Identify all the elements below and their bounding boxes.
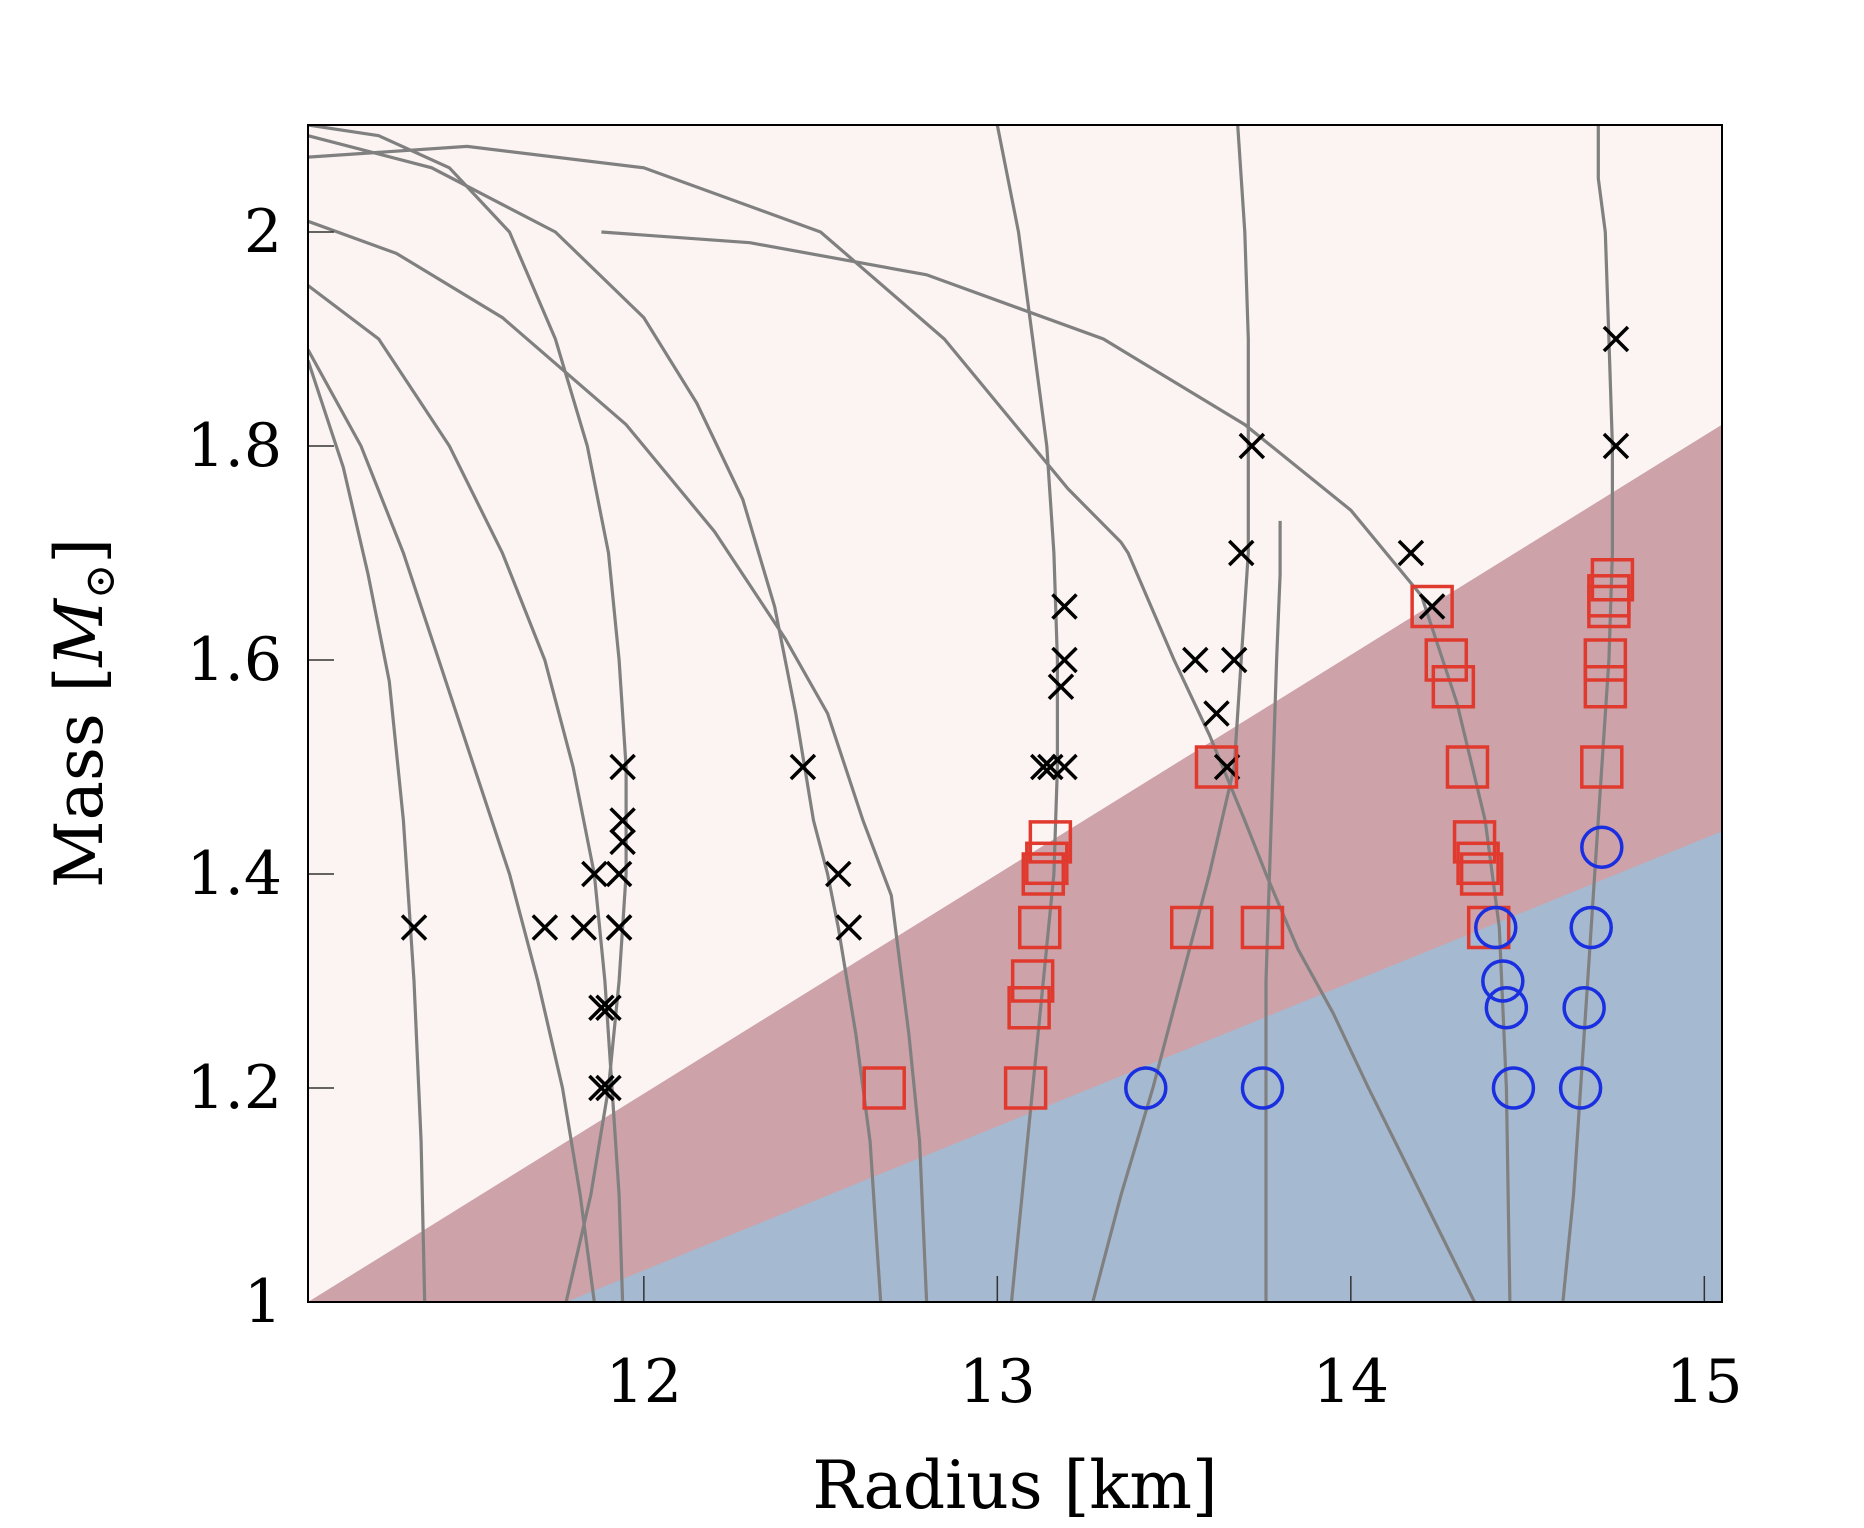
x-tick-label: 12	[606, 1347, 682, 1417]
cross-marker	[581, 860, 608, 888]
square-marker	[862, 1066, 906, 1110]
mass-radius-curves	[308, 125, 1614, 1302]
y-tick-label: 1.8	[187, 411, 282, 481]
square-marker	[1583, 665, 1628, 709]
circle-marker	[1481, 959, 1525, 1003]
circle-marker	[1569, 905, 1613, 950]
plot-frame	[307, 124, 1723, 1303]
cross-marker	[1602, 325, 1630, 353]
cross-marker	[1602, 432, 1630, 460]
cross-marker	[1030, 753, 1057, 781]
circle-marker	[1562, 986, 1606, 1030]
plot-area	[308, 125, 1722, 1302]
cross-marker	[1238, 432, 1266, 460]
cross-marker	[789, 753, 817, 781]
square-marker	[1583, 638, 1628, 682]
cross-marker	[835, 914, 863, 941]
square-marker	[1459, 852, 1504, 896]
square-marker	[1017, 905, 1062, 950]
circle-marker	[1484, 986, 1529, 1030]
cross-marker	[588, 994, 615, 1021]
square-marker	[1590, 558, 1635, 602]
square-marker	[1456, 841, 1500, 886]
mass-radius-curve	[308, 284, 625, 1302]
square-marker	[1003, 1066, 1048, 1110]
y-axis-title-close: ]	[41, 538, 118, 564]
square-marker	[1240, 905, 1285, 950]
cross-marker	[605, 914, 633, 941]
square-marker	[1424, 638, 1469, 682]
square-marker	[1587, 574, 1631, 618]
circle-marker	[1240, 1066, 1285, 1110]
x-tick-label: 13	[959, 1347, 1035, 1417]
y-axis-title-symbol: M	[41, 598, 118, 668]
y-tick-label: 1.4	[187, 839, 282, 909]
square-marker	[1021, 852, 1066, 896]
y-tick-label: 2	[244, 197, 282, 267]
cross-marker	[1182, 646, 1209, 674]
square-marker	[1010, 959, 1055, 1003]
cross-marker	[588, 1074, 615, 1102]
mass-radius-curve	[1091, 125, 1250, 1302]
x-tick-label: 15	[1666, 1347, 1742, 1417]
cross-marker	[595, 994, 622, 1021]
tick-labels: 12 13 14 15 1 1.2 1.4 1.6 1.8 2	[187, 197, 1743, 1417]
mass-radius-curve	[1264, 520, 1282, 1302]
y-tick-label: 1.6	[187, 625, 282, 695]
cross-marker	[570, 914, 597, 941]
cross-marker	[825, 860, 852, 888]
cross-marker	[1397, 539, 1425, 567]
lower-region	[566, 831, 1722, 1302]
mass-radius-curve	[601, 230, 1512, 1302]
x-axis-title: Radius [km]	[812, 1447, 1217, 1524]
circle-marker	[1474, 905, 1518, 950]
cross-marker	[1051, 646, 1078, 674]
square-marker	[1580, 745, 1624, 789]
cross-marker	[1047, 673, 1075, 700]
square-marker	[1194, 745, 1239, 789]
square-marker	[1028, 820, 1073, 864]
circle-marker	[1124, 1066, 1168, 1110]
mass-radius-curve	[308, 125, 628, 1302]
mass-radius-curve	[1561, 125, 1614, 1302]
circle-marker	[1558, 1066, 1603, 1110]
y-tick-label: 1.2	[187, 1053, 282, 1123]
x-tick-label: 14	[1313, 1347, 1389, 1417]
cross-marker	[1220, 646, 1248, 674]
mass-radius-curve	[995, 125, 1059, 1302]
cross-marker	[609, 807, 636, 834]
cross-marker	[531, 914, 559, 941]
square-marker	[1170, 905, 1214, 950]
cross-marker	[595, 1074, 622, 1102]
mass-radius-curve	[308, 219, 929, 1302]
mass-radius-curve	[308, 144, 1476, 1302]
mass-radius-curve	[308, 348, 596, 1302]
square-marker	[1007, 986, 1051, 1030]
cross-marker	[1051, 753, 1078, 781]
cross-marker	[1228, 539, 1255, 567]
cross-marker	[605, 860, 633, 888]
y-axis-title-subscript: ⊙	[75, 564, 124, 599]
square-marker	[1445, 745, 1490, 789]
cross-marker	[1203, 700, 1230, 727]
circle-marker	[1580, 825, 1624, 869]
data-markers	[400, 325, 1635, 1110]
square-marker	[1431, 665, 1476, 709]
cross-marker	[1051, 593, 1078, 620]
y-tick-label: 1	[244, 1267, 282, 1337]
circle-marker	[1491, 1066, 1536, 1110]
y-axis-title-text: Mass [	[41, 667, 118, 888]
mass-radius-curve	[308, 359, 427, 1302]
cross-marker	[609, 828, 636, 856]
y-axis-title: Mass [M⊙]	[41, 538, 124, 888]
cross-marker	[1418, 593, 1446, 620]
cross-marker	[400, 914, 428, 941]
cross-marker	[609, 753, 636, 781]
square-marker	[1410, 584, 1454, 629]
